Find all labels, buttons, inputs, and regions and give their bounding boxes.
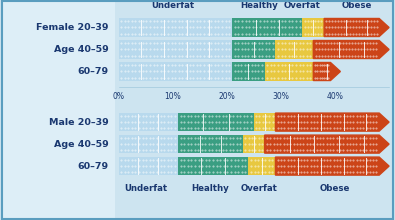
Text: 40%: 40% — [327, 92, 343, 101]
Text: 60–79: 60–79 — [77, 162, 109, 170]
Bar — [232, 40, 275, 59]
Text: Age 40–59: Age 40–59 — [54, 140, 109, 148]
Text: 10%: 10% — [164, 92, 181, 101]
Bar — [118, 135, 178, 153]
Bar — [178, 113, 254, 131]
Bar — [232, 62, 265, 81]
Bar — [243, 135, 265, 153]
Bar — [118, 18, 232, 37]
Polygon shape — [275, 113, 389, 131]
Bar — [248, 157, 275, 175]
Text: 0%: 0% — [113, 92, 124, 101]
Text: Overfat: Overfat — [241, 184, 278, 193]
Text: 60–79: 60–79 — [77, 67, 109, 76]
Bar — [118, 62, 232, 81]
Polygon shape — [324, 18, 389, 37]
Polygon shape — [265, 135, 389, 153]
Bar — [275, 40, 313, 59]
Bar — [232, 18, 303, 37]
Text: 30%: 30% — [273, 92, 289, 101]
Polygon shape — [313, 62, 340, 81]
Bar — [303, 18, 324, 37]
Text: Underfat: Underfat — [151, 1, 194, 10]
Text: Obese: Obese — [320, 184, 350, 193]
Text: Healthy: Healthy — [192, 184, 229, 193]
Bar — [118, 157, 178, 175]
Text: Male 20–39: Male 20–39 — [49, 118, 109, 126]
Bar — [118, 40, 232, 59]
Text: Obese: Obese — [341, 1, 372, 10]
Text: Female 20–39: Female 20–39 — [36, 23, 109, 32]
Bar — [178, 157, 248, 175]
Text: Overfat: Overfat — [284, 1, 321, 10]
Text: 20%: 20% — [218, 92, 235, 101]
Bar — [178, 135, 243, 153]
Bar — [2, 1, 115, 219]
Text: Age 40–59: Age 40–59 — [54, 45, 109, 54]
Bar — [265, 62, 313, 81]
Bar — [118, 113, 178, 131]
Polygon shape — [313, 40, 389, 59]
Bar — [254, 113, 275, 131]
Text: Healthy: Healthy — [240, 1, 278, 10]
Text: Underfat: Underfat — [124, 184, 167, 193]
Polygon shape — [275, 157, 389, 175]
